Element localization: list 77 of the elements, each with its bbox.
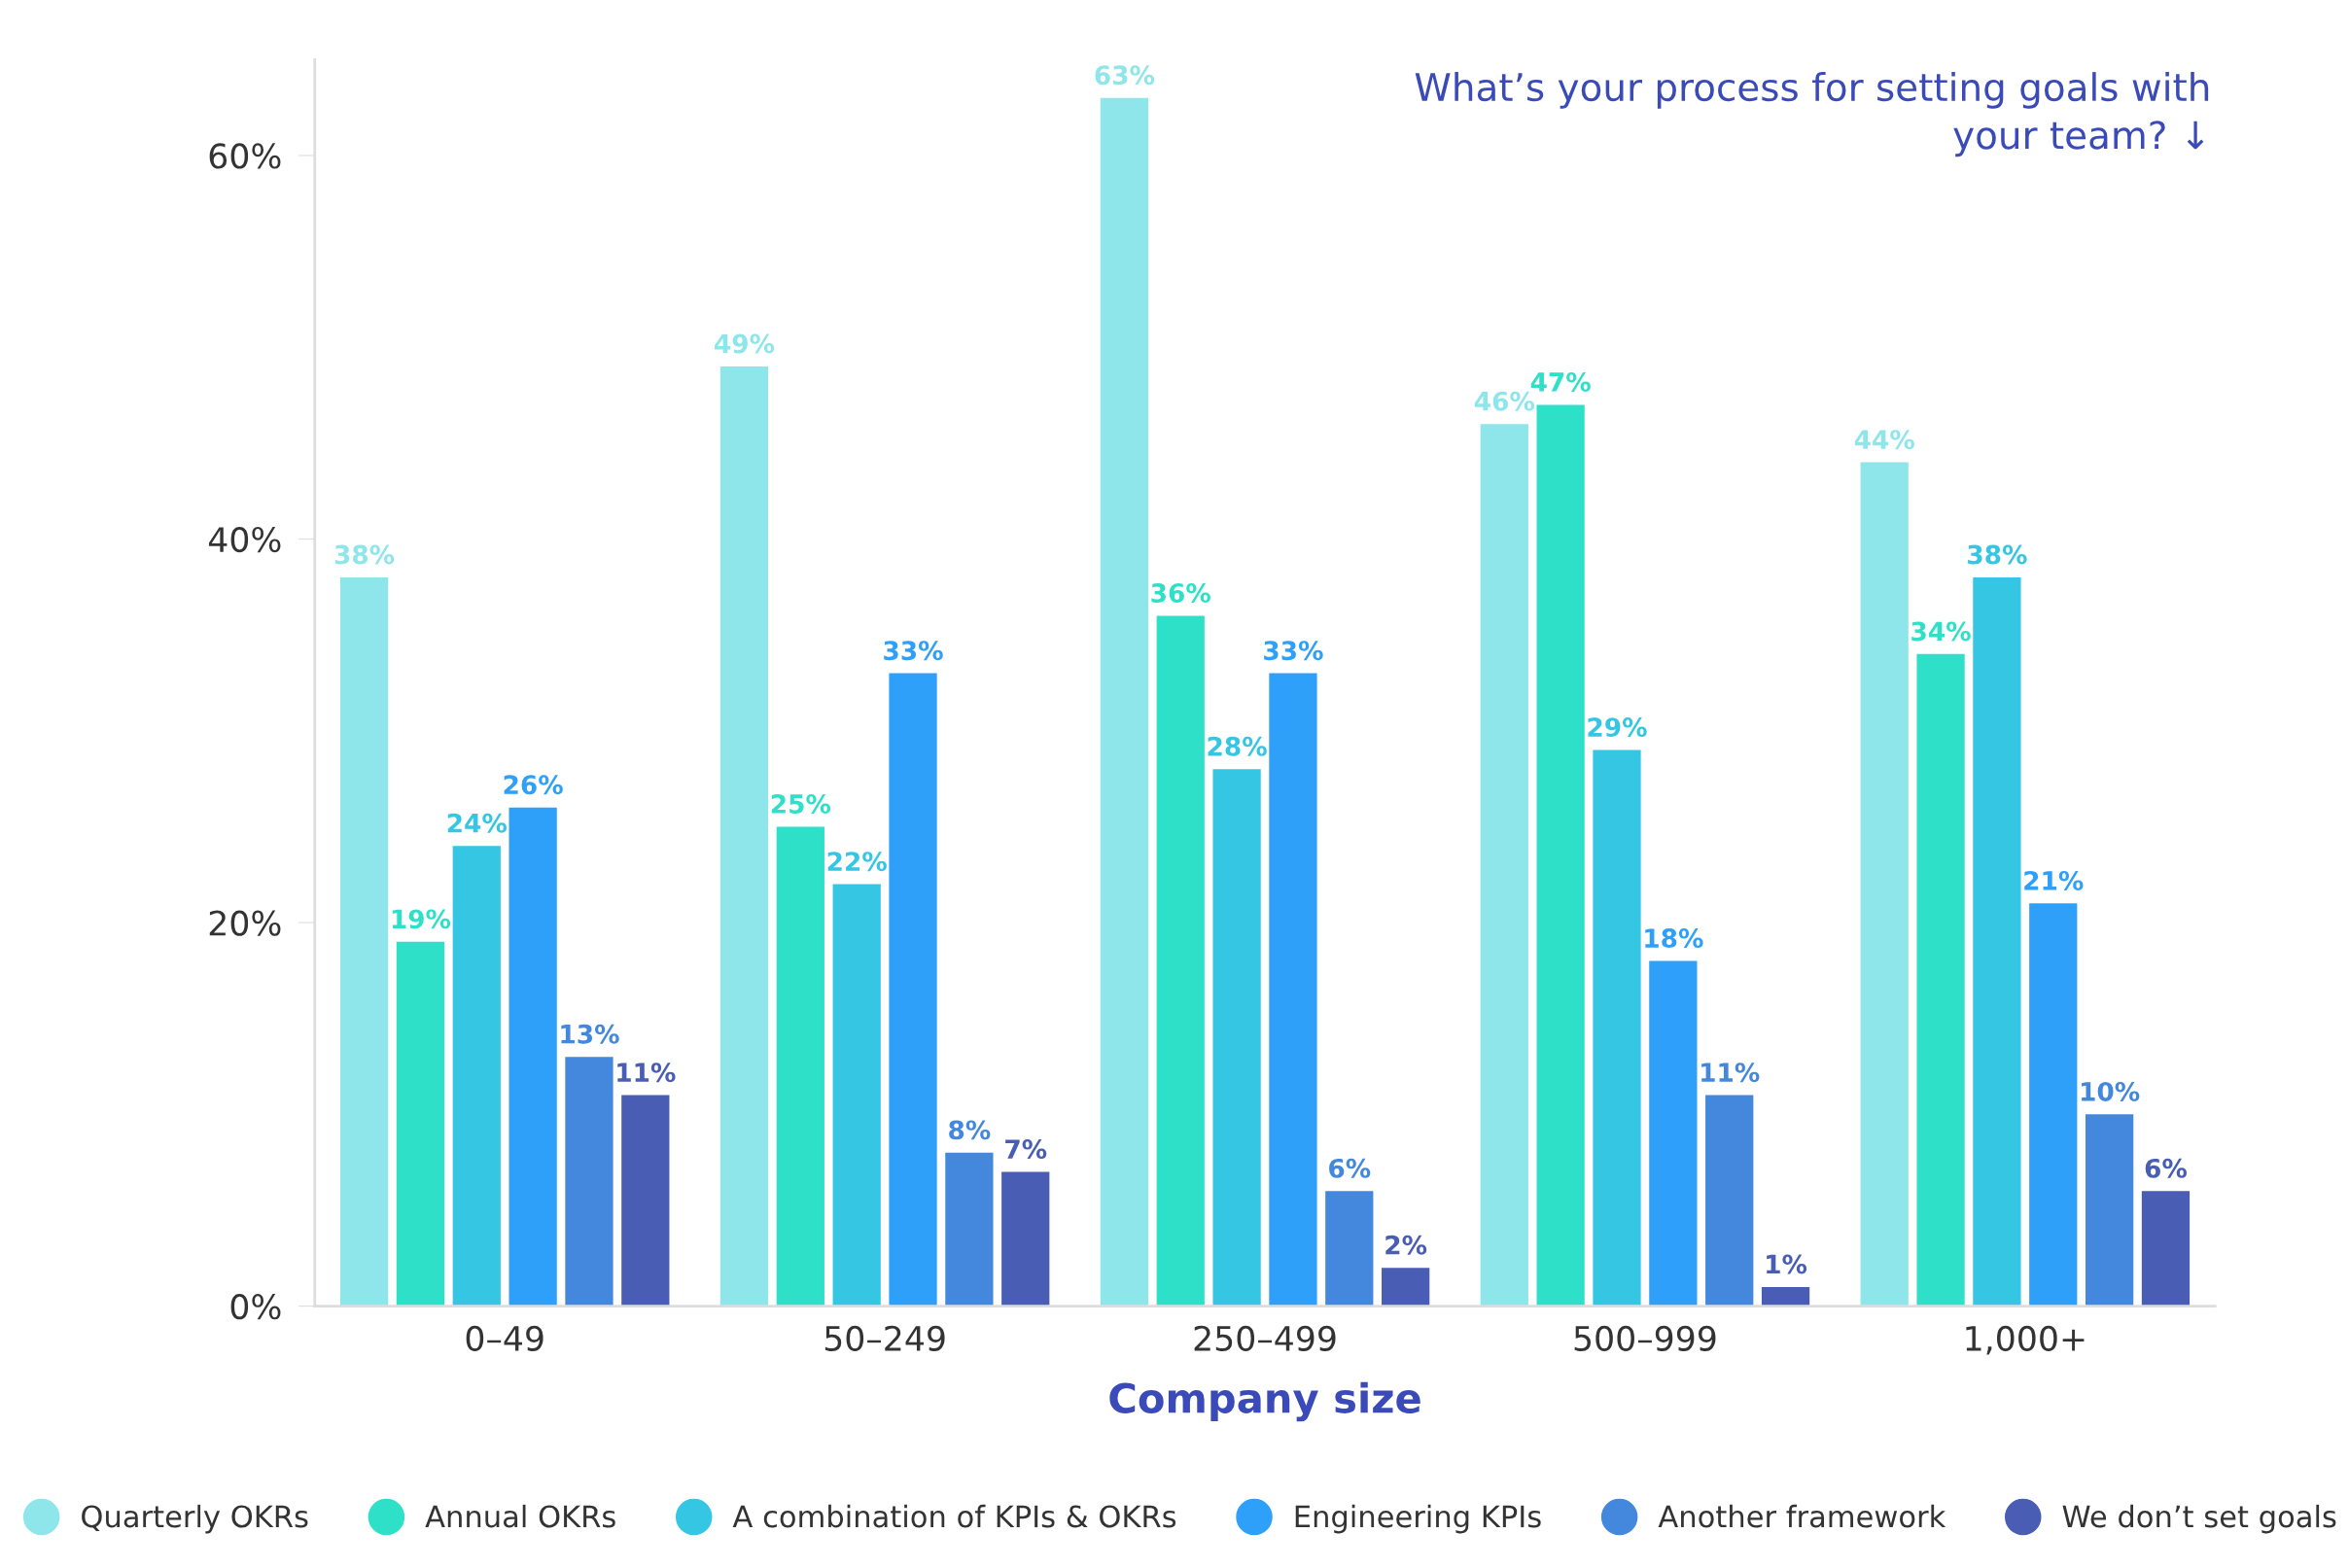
legend-label: Annual OKRs — [425, 1504, 615, 1528]
bar — [2141, 1191, 2191, 1307]
bar — [1325, 1191, 1374, 1307]
data-label: 22% — [827, 852, 887, 872]
data-label: 7% — [1005, 1139, 1047, 1160]
bar — [1593, 749, 1641, 1307]
bar — [1761, 1286, 1810, 1307]
bar — [1973, 576, 2021, 1307]
x-tick-label: 250–499 — [1194, 1325, 1336, 1351]
text: What’s your process for setting goals with your team? ↓ — [1415, 72, 2209, 157]
bar — [1480, 424, 1528, 1307]
bar — [1001, 1171, 1050, 1307]
data-label: 1% — [1767, 1254, 1807, 1274]
bar — [1705, 1095, 1754, 1307]
data-label: 47% — [1530, 372, 1591, 392]
y-tick-label: 60% — [209, 143, 281, 169]
bar — [1860, 462, 1909, 1307]
bar — [1649, 960, 1698, 1307]
data-label: 38% — [1968, 544, 2027, 565]
x-axis-title: Company size — [1109, 1381, 1420, 1422]
bar — [1269, 673, 1317, 1307]
legend-label: We don’t set goals — [2062, 1504, 2336, 1534]
bar — [396, 941, 445, 1307]
data-label: 11% — [617, 1063, 676, 1083]
data-label: 6% — [2145, 1158, 2188, 1178]
bar — [508, 807, 557, 1307]
x-tick-label: 0–49 — [466, 1325, 543, 1351]
bar — [776, 826, 824, 1307]
data-label: 36% — [1151, 583, 1210, 603]
bar — [565, 1057, 614, 1307]
data-label: 6% — [1329, 1158, 1371, 1178]
bar — [1100, 97, 1149, 1307]
bar — [1212, 769, 1261, 1307]
data-label: 24% — [447, 813, 508, 833]
data-label: 46% — [1474, 391, 1535, 411]
bar — [889, 673, 937, 1307]
data-label: 18% — [1645, 928, 1703, 949]
data-label: 33% — [884, 641, 943, 661]
bar — [452, 846, 501, 1307]
data-label: 28% — [1208, 736, 1267, 756]
data-label: 25% — [771, 794, 831, 814]
y-tick-label: 0% — [230, 1294, 281, 1320]
x-tick-label: 50–249 — [824, 1325, 945, 1351]
data-label: 11% — [1701, 1063, 1760, 1083]
bar — [1916, 653, 1965, 1307]
data-label: 13% — [561, 1024, 619, 1044]
bar — [945, 1152, 994, 1307]
x-tick-label: 1,000+ — [1966, 1325, 2085, 1355]
bar — [1156, 615, 1205, 1307]
legend-label: Another framework — [1658, 1504, 1946, 1528]
legend-label: Quarterly OKRs — [82, 1504, 308, 1534]
bar — [1536, 404, 1585, 1307]
data-label: 34% — [1911, 621, 1971, 642]
data-label: 63% — [1095, 65, 1155, 86]
data-label: 29% — [1588, 717, 1647, 738]
data-label: 44% — [1854, 430, 1914, 450]
data-label: 26% — [504, 775, 563, 795]
data-label: 19% — [392, 909, 451, 929]
data-label: 8% — [949, 1120, 991, 1140]
data-label: 2% — [1385, 1235, 1427, 1255]
bar — [832, 884, 881, 1307]
data-label: 10% — [2082, 1081, 2140, 1101]
y-tick-label: 40% — [208, 526, 281, 553]
data-label: 38% — [334, 544, 395, 565]
bar — [339, 576, 389, 1307]
legend-label: Engineering KPIs — [1295, 1504, 1541, 1534]
x-tick-label: 500–999 — [1574, 1325, 1716, 1351]
legend-label: A combination of KPIs & OKRs — [732, 1504, 1176, 1528]
y-tick-label: 20% — [209, 910, 281, 936]
data-label: 21% — [2024, 870, 2084, 890]
data-label: 33% — [1264, 641, 1323, 661]
bar — [2029, 903, 2078, 1307]
data-label: 49% — [715, 333, 775, 354]
bar — [2085, 1114, 2134, 1307]
bar — [1382, 1268, 1430, 1307]
bar — [719, 366, 769, 1307]
bar — [621, 1095, 670, 1307]
